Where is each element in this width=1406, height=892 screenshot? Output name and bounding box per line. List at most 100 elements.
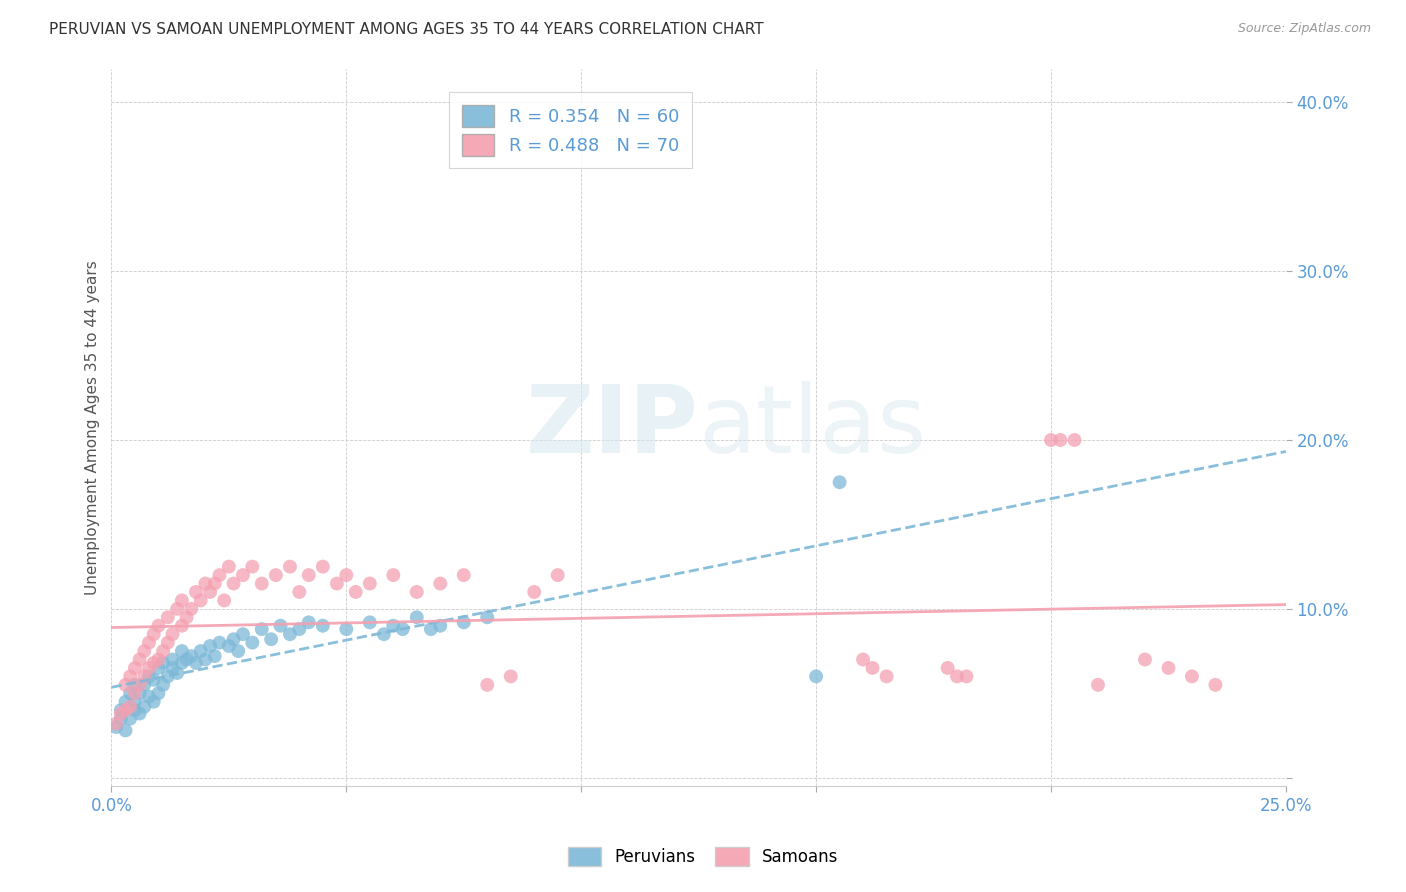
Point: [176, 652, 198, 666]
Point: [208, 568, 231, 582]
Point: [278, 559, 301, 574]
Point: [184, 585, 207, 599]
Point: [264, 568, 287, 582]
Point: [335, 622, 357, 636]
Point: [105, 720, 128, 734]
Text: ZIP: ZIP: [526, 382, 699, 474]
Point: [170, 644, 193, 658]
Point: [148, 661, 170, 675]
Point: [120, 712, 142, 726]
Point: [298, 615, 321, 630]
Point: [166, 602, 188, 616]
Point: [1181, 669, 1204, 683]
Point: [142, 656, 165, 670]
Point: [232, 627, 254, 641]
Point: [124, 695, 146, 709]
Point: [134, 678, 156, 692]
Point: [523, 585, 546, 599]
Point: [1157, 661, 1180, 675]
Point: [876, 669, 898, 683]
Point: [176, 610, 198, 624]
Point: [170, 656, 193, 670]
Point: [204, 576, 226, 591]
Point: [148, 618, 170, 632]
Point: [138, 669, 160, 683]
Legend: R = 0.354   N = 60, R = 0.488   N = 70: R = 0.354 N = 60, R = 0.488 N = 70: [450, 92, 692, 169]
Point: [212, 593, 235, 607]
Point: [359, 576, 381, 591]
Point: [128, 652, 150, 666]
Point: [184, 656, 207, 670]
Point: [152, 678, 174, 692]
Point: [359, 615, 381, 630]
Point: [222, 576, 245, 591]
Point: [110, 706, 132, 721]
Point: [1087, 678, 1109, 692]
Point: [1204, 678, 1226, 692]
Point: [194, 576, 217, 591]
Point: [166, 665, 188, 680]
Point: [453, 568, 475, 582]
Point: [128, 686, 150, 700]
Point: [382, 568, 405, 582]
Point: [946, 669, 969, 683]
Point: [114, 703, 136, 717]
Point: [232, 568, 254, 582]
Y-axis label: Unemployment Among Ages 35 to 44 years: Unemployment Among Ages 35 to 44 years: [86, 260, 100, 595]
Point: [134, 669, 156, 683]
Point: [170, 593, 193, 607]
Point: [152, 644, 174, 658]
Point: [162, 661, 184, 675]
Point: [936, 661, 959, 675]
Point: [278, 627, 301, 641]
Point: [1040, 433, 1063, 447]
Point: [298, 568, 321, 582]
Point: [170, 618, 193, 632]
Point: [180, 602, 202, 616]
Point: [162, 627, 184, 641]
Point: [134, 699, 156, 714]
Point: [124, 686, 146, 700]
Point: [218, 559, 240, 574]
Point: [190, 644, 212, 658]
Point: [1063, 433, 1085, 447]
Point: [288, 622, 311, 636]
Point: [429, 576, 451, 591]
Point: [828, 475, 851, 490]
Point: [1049, 433, 1071, 447]
Point: [344, 585, 367, 599]
Point: [208, 635, 231, 649]
Point: [405, 610, 427, 624]
Text: atlas: atlas: [699, 382, 927, 474]
Point: [405, 585, 427, 599]
Point: [120, 699, 142, 714]
Point: [110, 703, 132, 717]
Point: [862, 661, 884, 675]
Point: [156, 610, 179, 624]
Point: [419, 622, 441, 636]
Point: [142, 673, 165, 687]
Point: [180, 649, 202, 664]
Text: PERUVIAN VS SAMOAN UNEMPLOYMENT AMONG AGES 35 TO 44 YEARS CORRELATION CHART: PERUVIAN VS SAMOAN UNEMPLOYMENT AMONG AG…: [49, 22, 763, 37]
Point: [138, 635, 160, 649]
Point: [312, 618, 335, 632]
Point: [499, 669, 522, 683]
Point: [250, 576, 273, 591]
Point: [222, 632, 245, 647]
Point: [120, 686, 142, 700]
Point: [198, 639, 221, 653]
Point: [260, 632, 283, 647]
Point: [240, 635, 263, 649]
Point: [142, 695, 165, 709]
Point: [138, 690, 160, 704]
Point: [373, 627, 395, 641]
Point: [218, 639, 240, 653]
Point: [250, 622, 273, 636]
Point: [312, 559, 335, 574]
Point: [477, 678, 499, 692]
Point: [955, 669, 977, 683]
Point: [138, 661, 160, 675]
Point: [114, 723, 136, 738]
Point: [114, 695, 136, 709]
Point: [148, 686, 170, 700]
